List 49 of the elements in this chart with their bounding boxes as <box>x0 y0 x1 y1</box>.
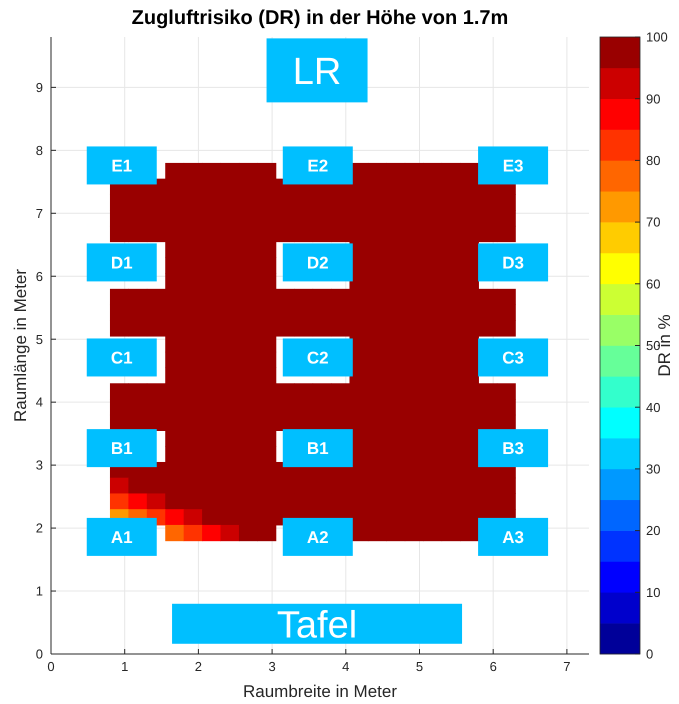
annotation: A2 <box>306 528 329 548</box>
x-tick-label: 1 <box>121 659 128 674</box>
annotation: A1 <box>110 528 133 548</box>
annotation: LR <box>292 51 342 94</box>
annotation: D2 <box>306 254 329 273</box>
y-tick-label: 8 <box>36 142 43 158</box>
y-tick-label: 4 <box>36 394 43 410</box>
color-bar-label: 50 <box>646 338 660 354</box>
annotation: B3 <box>502 439 524 458</box>
x-tick-label: 2 <box>194 659 202 674</box>
annotation: D3 <box>502 254 524 273</box>
annotation: C3 <box>502 348 524 368</box>
x-tick-label: 3 <box>268 659 276 674</box>
y-axis-title: Raumlänge in Meter <box>11 268 30 422</box>
x-axis-title: Raumbreite in Meter <box>242 682 398 701</box>
y-tick-label: 3 <box>36 458 43 473</box>
y-tick-label: 2 <box>36 520 43 536</box>
annotation: B1 <box>110 439 133 458</box>
color-bar-label: 100 <box>646 30 668 45</box>
annotation: A3 <box>502 528 524 548</box>
color-bar-label: 60 <box>646 276 660 292</box>
color-bar-label: 10 <box>646 584 660 600</box>
x-tick-label: 7 <box>563 659 571 674</box>
x-tick-label: 0 <box>47 659 55 674</box>
color-bar-label: 0 <box>646 646 654 662</box>
annotation: C1 <box>110 348 133 368</box>
x-tick-label: 6 <box>490 659 497 674</box>
color-bar-label: 90 <box>646 91 660 106</box>
y-tick-label: 7 <box>36 206 43 221</box>
y-tick-label: 6 <box>36 268 43 284</box>
y-tick-label: 1 <box>36 584 43 599</box>
y-tick-label: 9 <box>36 80 43 95</box>
chart-title: Zugluftrisiko (DR) in der Höhe von 1.7m <box>132 7 508 29</box>
color-bar-label: 20 <box>646 523 660 538</box>
x-tick-label: 4 <box>342 659 350 674</box>
annotation: B1 <box>306 439 329 458</box>
annotation: E1 <box>111 156 132 176</box>
color-bar-label: 80 <box>646 152 660 168</box>
x-tick-label: 5 <box>416 659 424 674</box>
annotation: C2 <box>306 348 329 368</box>
annotation: E3 <box>502 156 524 176</box>
y-tick-label: 5 <box>36 332 43 347</box>
color-bar-label: 30 <box>646 461 660 476</box>
annotation: D1 <box>110 254 133 273</box>
color-bar-label: 70 <box>646 214 660 230</box>
annotation: E2 <box>307 156 328 176</box>
color-bar-label: 40 <box>646 400 660 415</box>
annotation: Tafel <box>276 604 358 646</box>
y-tick-label: 0 <box>36 646 43 662</box>
